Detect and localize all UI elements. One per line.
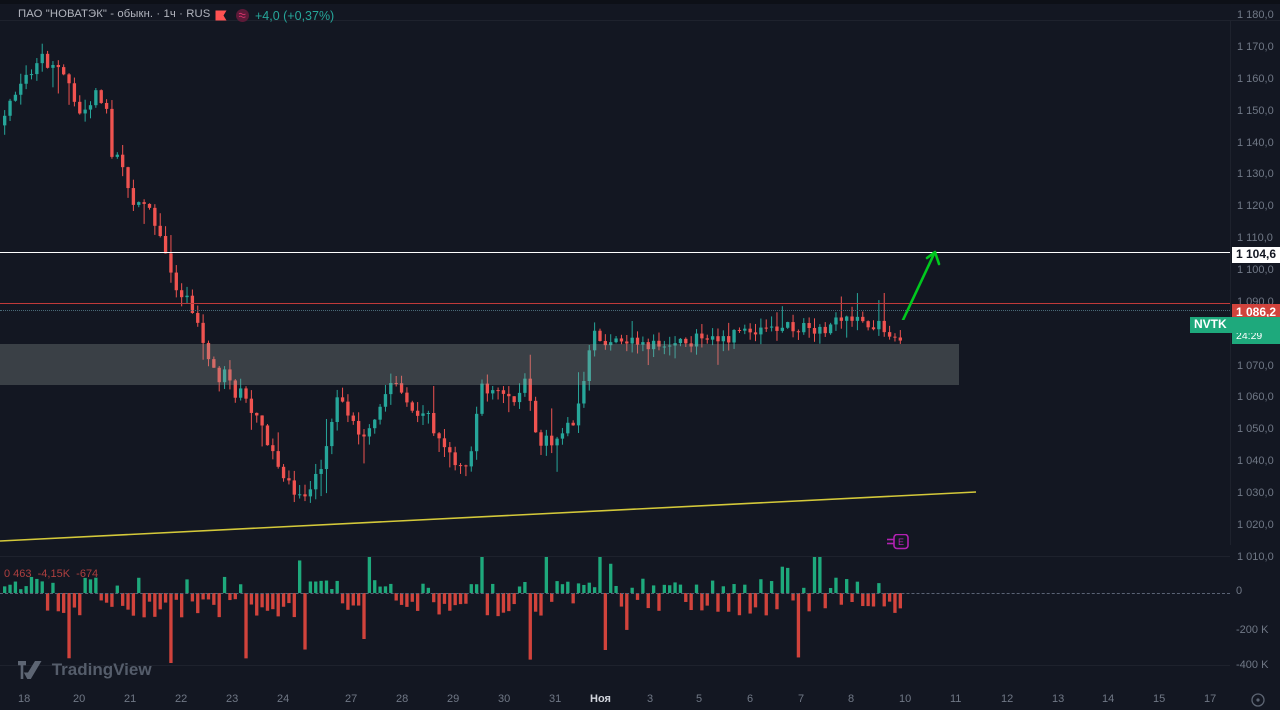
svg-text:E: E: [898, 537, 904, 547]
